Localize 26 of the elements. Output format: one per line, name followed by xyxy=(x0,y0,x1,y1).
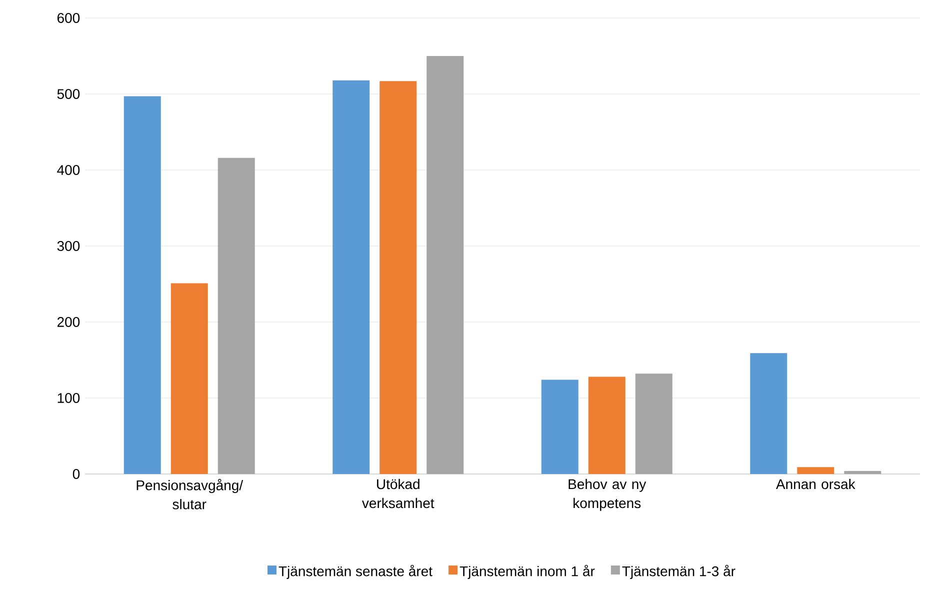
bar xyxy=(380,81,417,474)
y-tick-label: 200 xyxy=(57,317,80,327)
bar xyxy=(797,467,834,474)
y-tick-label: 100 xyxy=(58,393,80,403)
bar xyxy=(332,80,370,474)
bar xyxy=(844,470,882,474)
legend-label: Tjänstemän 1-3 år xyxy=(622,564,736,580)
x-tick-label: Behov av ny kompetens xyxy=(568,478,646,511)
y-tick-label: 600 xyxy=(57,13,80,23)
bar xyxy=(635,374,672,474)
x-tick-label: Utökad verksamhet xyxy=(362,478,434,508)
y-tick-label: 400 xyxy=(57,165,80,175)
bar xyxy=(750,353,788,474)
y-tick-label: 0 xyxy=(72,469,80,479)
legend-label: Tjänstemän inom 1 år xyxy=(460,564,595,580)
y-tick-label: 300 xyxy=(57,241,80,251)
bar xyxy=(588,376,626,474)
bar xyxy=(170,283,208,474)
bar xyxy=(218,158,255,474)
legend-label: Tjänstemän senaste året xyxy=(278,564,432,580)
bar xyxy=(124,96,161,474)
bar xyxy=(541,380,578,474)
x-tick-label: Pensionsavgång/ slutar xyxy=(136,478,244,510)
x-tick-label: Annan orsak xyxy=(776,478,856,490)
bar xyxy=(426,56,464,474)
y-tick-label: 500 xyxy=(57,89,80,99)
